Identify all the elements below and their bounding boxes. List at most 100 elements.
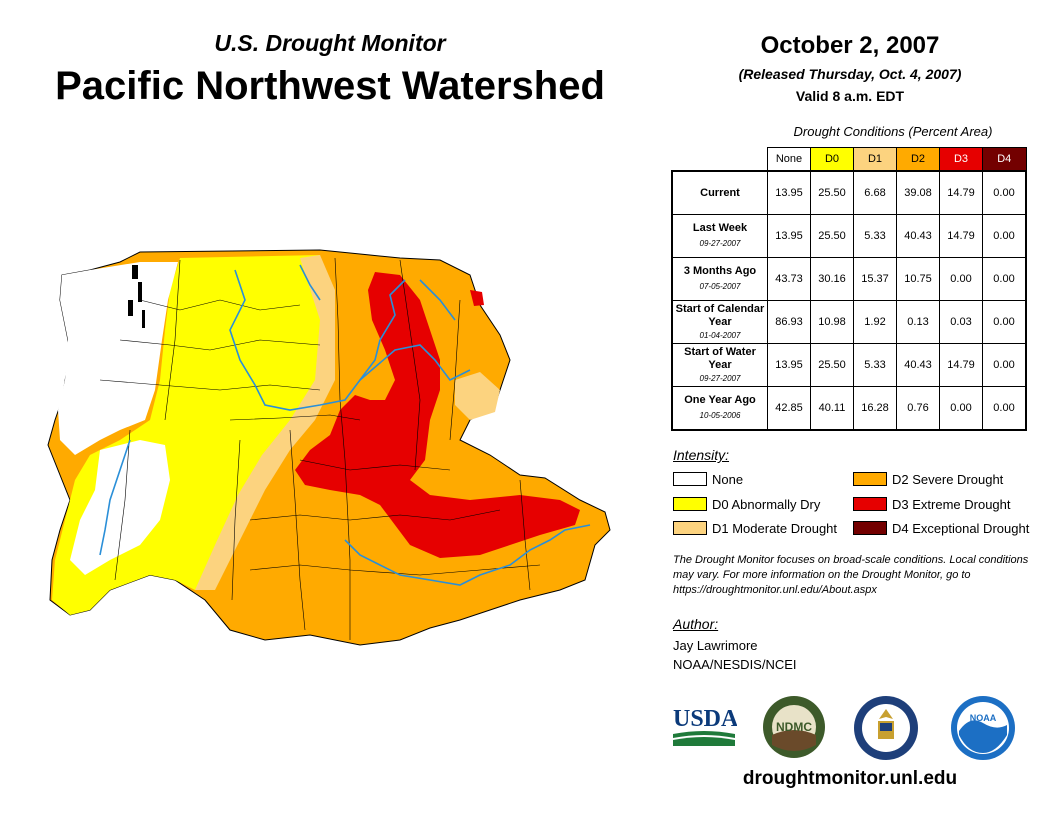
cell-d4: 0.00 bbox=[982, 300, 1027, 344]
cell-none: 43.73 bbox=[767, 257, 811, 301]
svg-text:USDA: USDA bbox=[673, 706, 737, 732]
watershed-boundaries bbox=[99, 257, 541, 640]
row-label-text: 3 Months Ago bbox=[683, 265, 757, 277]
legend-swatch-d0 bbox=[673, 497, 707, 511]
row-label-text: One Year Ago bbox=[684, 394, 756, 406]
cell-none: 13.95 bbox=[767, 343, 811, 387]
usda-logo: USDA bbox=[673, 706, 737, 746]
author-name: Jay Lawrimore bbox=[673, 638, 758, 653]
legend-item-d3: D3 Extreme Drought bbox=[853, 496, 1011, 512]
legend-label: D4 Exceptional Drought bbox=[892, 520, 1030, 536]
row-label: Start of Calendar Year 01-04-2007 bbox=[671, 300, 768, 344]
cell-d3: 14.79 bbox=[939, 343, 983, 387]
cell-d3: 14.79 bbox=[939, 214, 983, 258]
row-label: 3 Months Ago 07-05-2007 bbox=[671, 257, 768, 301]
cell-d4: 0.00 bbox=[982, 214, 1027, 258]
disclaimer-note: The Drought Monitor focuses on broad-sca… bbox=[673, 554, 1029, 596]
col-header-none: None bbox=[767, 147, 811, 172]
cell-d4: 0.00 bbox=[982, 257, 1027, 301]
table-row-one-year-ago: One Year Ago 10-05-2006 42.85 40.11 16.28… bbox=[671, 386, 1027, 431]
table-caption: Drought Conditions (Percent Area) bbox=[793, 124, 993, 139]
row-label-date: 10-05-2006 bbox=[699, 411, 741, 420]
drought-map bbox=[47, 249, 611, 646]
cell-d4: 0.00 bbox=[982, 170, 1027, 215]
row-label-text: Last Week bbox=[692, 222, 748, 234]
row-label-text: Current bbox=[700, 186, 740, 199]
cell-d1: 1.92 bbox=[853, 300, 897, 344]
commerce-seal-logo bbox=[854, 696, 918, 760]
cell-d2: 39.08 bbox=[896, 170, 940, 215]
valid-time: Valid 8 a.m. EDT bbox=[795, 88, 905, 104]
legend-label: D1 Moderate Drought bbox=[712, 520, 838, 536]
cell-d4: 0.00 bbox=[982, 343, 1027, 387]
ndmc-logo: NDMC bbox=[763, 696, 825, 758]
row-label-date: 09-27-2007 bbox=[699, 239, 741, 248]
row-label: Start of Water Year 09-27-2007 bbox=[671, 343, 768, 387]
col-header-d3: D3 bbox=[939, 147, 983, 172]
legend-item-none: None bbox=[673, 471, 743, 487]
legend-item-d1: D1 Moderate Drought bbox=[673, 520, 837, 536]
legend-item-d4: D4 Exceptional Drought bbox=[853, 520, 1029, 536]
cell-d4: 0.00 bbox=[982, 386, 1027, 431]
legend-swatch-d4 bbox=[853, 521, 887, 535]
cell-d2: 0.13 bbox=[896, 300, 940, 344]
region-none-oregon bbox=[70, 440, 170, 575]
col-header-d0: D0 bbox=[810, 147, 854, 172]
legend-title: Intensity: bbox=[673, 447, 730, 463]
row-label: Last Week 09-27-2007 bbox=[671, 214, 768, 258]
legend-swatch-none bbox=[673, 472, 707, 486]
row-label-date: 07-05-2007 bbox=[699, 282, 741, 291]
legend-label: None bbox=[712, 471, 744, 487]
legend-swatch-d1 bbox=[673, 521, 707, 535]
row-label: One Year Ago 10-05-2006 bbox=[671, 386, 768, 431]
row-label: Current bbox=[671, 170, 768, 215]
cell-d3: 0.00 bbox=[939, 257, 983, 301]
table-row-3-months-ago: 3 Months Ago 07-05-2007 43.73 30.16 15.37… bbox=[671, 257, 1027, 301]
legend-swatch-d2 bbox=[853, 472, 887, 486]
cell-none: 13.95 bbox=[767, 214, 811, 258]
table-row-start-calendar-year: Start of Calendar Year 01-04-2007 86.93 1… bbox=[671, 300, 1027, 344]
cell-d3: 0.00 bbox=[939, 386, 983, 431]
cell-d1: 5.33 bbox=[853, 343, 897, 387]
cell-d0: 40.11 bbox=[810, 386, 854, 431]
cell-d3: 0.03 bbox=[939, 300, 983, 344]
region-none-coast bbox=[58, 262, 178, 455]
col-header-d4: D4 bbox=[982, 147, 1027, 172]
legend-label: D0 Abnormally Dry bbox=[712, 496, 821, 512]
col-header-d2: D2 bbox=[896, 147, 940, 172]
cell-d1: 15.37 bbox=[853, 257, 897, 301]
header-corner bbox=[672, 148, 768, 172]
cell-d3: 14.79 bbox=[939, 170, 983, 215]
table-row-start-water-year: Start of Water Year 09-27-2007 13.95 25.5… bbox=[671, 343, 1027, 387]
cell-d2: 0.76 bbox=[896, 386, 940, 431]
legend-label: D2 Severe Drought bbox=[892, 471, 1004, 487]
cell-d0: 25.50 bbox=[810, 343, 854, 387]
cell-d2: 10.75 bbox=[896, 257, 940, 301]
cell-d1: 6.68 bbox=[853, 170, 897, 215]
cell-d0: 10.98 bbox=[810, 300, 854, 344]
region-d1-west bbox=[195, 255, 335, 590]
rivers bbox=[99, 264, 591, 586]
website-link[interactable]: droughtmonitor.unl.edu bbox=[742, 768, 958, 789]
cell-d1: 16.28 bbox=[853, 386, 897, 431]
col-header-d1: D1 bbox=[853, 147, 897, 172]
row-label-date: 01-04-2007 bbox=[699, 330, 741, 340]
svg-text:NDMC: NDMC bbox=[776, 720, 812, 734]
legend-item-d0: D0 Abnormally Dry bbox=[673, 496, 820, 512]
cell-d2: 40.43 bbox=[896, 343, 940, 387]
release-date: (Released Thursday, Oct. 4, 2007) bbox=[738, 66, 962, 82]
cell-d2: 40.43 bbox=[896, 214, 940, 258]
cell-d0: 25.50 bbox=[810, 214, 854, 258]
cell-none: 13.95 bbox=[767, 170, 811, 215]
cell-none: 86.93 bbox=[767, 300, 811, 344]
legend-item-d2: D2 Severe Drought bbox=[853, 471, 1003, 487]
map-date: October 2, 2007 bbox=[760, 32, 940, 59]
row-label-date: 09-27-2007 bbox=[699, 373, 741, 383]
table-header-row: None D0 D1 D2 D3 D4 bbox=[672, 147, 1027, 172]
cell-d1: 5.33 bbox=[853, 214, 897, 258]
map-subtitle: U.S. Drought Monitor bbox=[214, 30, 446, 56]
region-d1-east bbox=[455, 372, 500, 420]
table-row-current: Current 13.95 25.50 6.68 39.08 14.79 0.0… bbox=[671, 170, 1027, 215]
cell-none: 42.85 bbox=[767, 386, 811, 431]
author-label: Author: bbox=[673, 616, 719, 632]
